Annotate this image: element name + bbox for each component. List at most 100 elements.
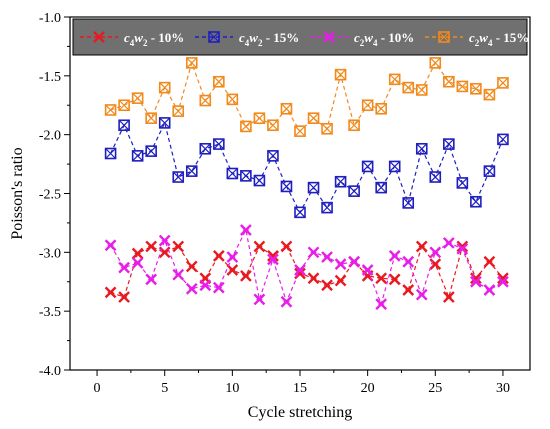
data-point xyxy=(253,293,266,306)
legend-label-part: c xyxy=(354,30,360,45)
data-point xyxy=(415,142,428,155)
series-line xyxy=(110,244,504,299)
data-point xyxy=(267,253,279,266)
data-point xyxy=(185,282,198,295)
data-point xyxy=(375,181,387,194)
data-point xyxy=(307,272,320,285)
data-point xyxy=(131,150,144,162)
data-point xyxy=(280,295,293,308)
legend-label: c4w2 - 10% xyxy=(124,30,184,48)
data-point xyxy=(158,81,171,94)
data-point xyxy=(348,119,360,132)
data-point xyxy=(348,255,360,268)
y-tick-label: -2.5 xyxy=(39,188,61,203)
data-point xyxy=(483,88,496,101)
x-tick-label: 30 xyxy=(496,381,510,396)
data-point xyxy=(497,133,509,146)
legend-label: c2w4 - 15% xyxy=(469,30,529,48)
data-point xyxy=(104,239,117,252)
data-point xyxy=(240,170,252,182)
data-point xyxy=(470,275,482,288)
legend-label-part: - 15% xyxy=(262,30,299,45)
data-point xyxy=(483,165,496,177)
data-point xyxy=(213,138,225,150)
legend-label-part: 4 xyxy=(488,38,493,48)
legend-label-part: 2 xyxy=(258,38,263,48)
data-point xyxy=(280,102,293,115)
data-point xyxy=(226,264,239,276)
data-point xyxy=(497,275,509,288)
series-line xyxy=(110,121,504,214)
data-point xyxy=(456,242,469,255)
legend-item-2: c4w2 - 15% xyxy=(195,30,299,48)
data-point xyxy=(334,274,347,287)
y-tick-label: -3.0 xyxy=(39,246,61,261)
data-point xyxy=(402,197,415,209)
x-tick-label: 20 xyxy=(361,381,375,396)
legend-marker xyxy=(438,31,450,43)
data-point xyxy=(172,171,185,183)
data-point xyxy=(172,240,185,253)
legend-label-part: c xyxy=(124,30,130,45)
data-point xyxy=(158,117,171,129)
data-point xyxy=(361,264,374,276)
legend-label-part: - 10% xyxy=(377,30,414,45)
data-point xyxy=(321,201,333,214)
data-point xyxy=(199,142,212,155)
data-point xyxy=(118,99,130,112)
data-point xyxy=(456,80,469,93)
y-axis-title: Poisson's ratio xyxy=(9,147,26,239)
data-point xyxy=(294,206,306,219)
data-point xyxy=(226,251,239,263)
data-point xyxy=(375,272,388,285)
data-point xyxy=(145,112,157,124)
data-point xyxy=(443,75,455,88)
data-point xyxy=(402,81,415,94)
data-point xyxy=(415,240,428,253)
data-point xyxy=(470,195,482,208)
data-point xyxy=(388,73,401,86)
legend-marker xyxy=(93,31,105,43)
data-point xyxy=(240,224,252,236)
data-point xyxy=(497,77,509,89)
legend-label: c2w4 - 10% xyxy=(354,30,414,48)
series-layer xyxy=(104,57,509,310)
legend-label-part: c xyxy=(469,30,475,45)
x-tick-label: 5 xyxy=(161,381,168,396)
y-tick-label: -2.0 xyxy=(39,129,61,144)
data-point xyxy=(348,185,360,197)
legend-label-part: w xyxy=(134,30,143,45)
legend-label-part: w xyxy=(479,30,488,45)
data-point xyxy=(226,93,239,106)
data-point xyxy=(104,147,117,160)
data-point xyxy=(267,150,279,162)
data-point xyxy=(483,284,496,296)
data-point xyxy=(361,160,374,173)
data-point xyxy=(118,119,130,132)
series-1 xyxy=(104,240,509,303)
data-point xyxy=(253,174,266,187)
data-point xyxy=(158,234,171,247)
series-4 xyxy=(104,57,509,137)
data-point xyxy=(145,240,158,253)
data-point xyxy=(442,291,455,303)
data-point xyxy=(388,273,401,286)
data-point xyxy=(199,94,212,107)
data-point xyxy=(131,247,144,260)
data-point xyxy=(213,75,225,88)
data-point xyxy=(226,167,239,180)
legend-label-part: w xyxy=(249,30,258,45)
data-point xyxy=(212,250,225,262)
data-point xyxy=(483,255,496,268)
legend-label-part: c xyxy=(239,30,245,45)
data-point xyxy=(334,258,347,270)
legend-item-1: c4w2 - 10% xyxy=(80,30,184,48)
data-point xyxy=(388,250,401,262)
x-tick-label: 10 xyxy=(225,381,239,396)
data-point xyxy=(253,240,266,253)
data-point xyxy=(253,112,266,124)
data-point xyxy=(240,120,252,133)
legend-label-part: 4 xyxy=(373,38,378,48)
series-2 xyxy=(104,117,509,219)
